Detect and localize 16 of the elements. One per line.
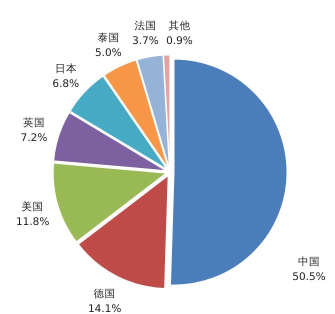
slice-label: 其他: [168, 19, 190, 32]
data-label: 7.2%: [20, 132, 48, 144]
slice-label: 英国: [23, 116, 45, 129]
data-label: 5.0%: [94, 46, 122, 59]
slice-label: 泰国: [97, 32, 120, 44]
data-label: 14.1%: [88, 303, 122, 314]
data-label: 50.5%: [292, 271, 326, 283]
slice-label: 中国: [298, 255, 320, 268]
data-label: 3.7%: [132, 35, 159, 48]
slice-label: 美国: [22, 200, 44, 213]
slice-label: 日本: [54, 62, 77, 76]
data-label: 0.9%: [166, 35, 193, 48]
data-label: 6.8%: [52, 78, 80, 90]
slice-label: 法国: [134, 19, 156, 32]
data-label: 11.8%: [16, 216, 50, 228]
slice-label: 德国: [94, 288, 116, 300]
